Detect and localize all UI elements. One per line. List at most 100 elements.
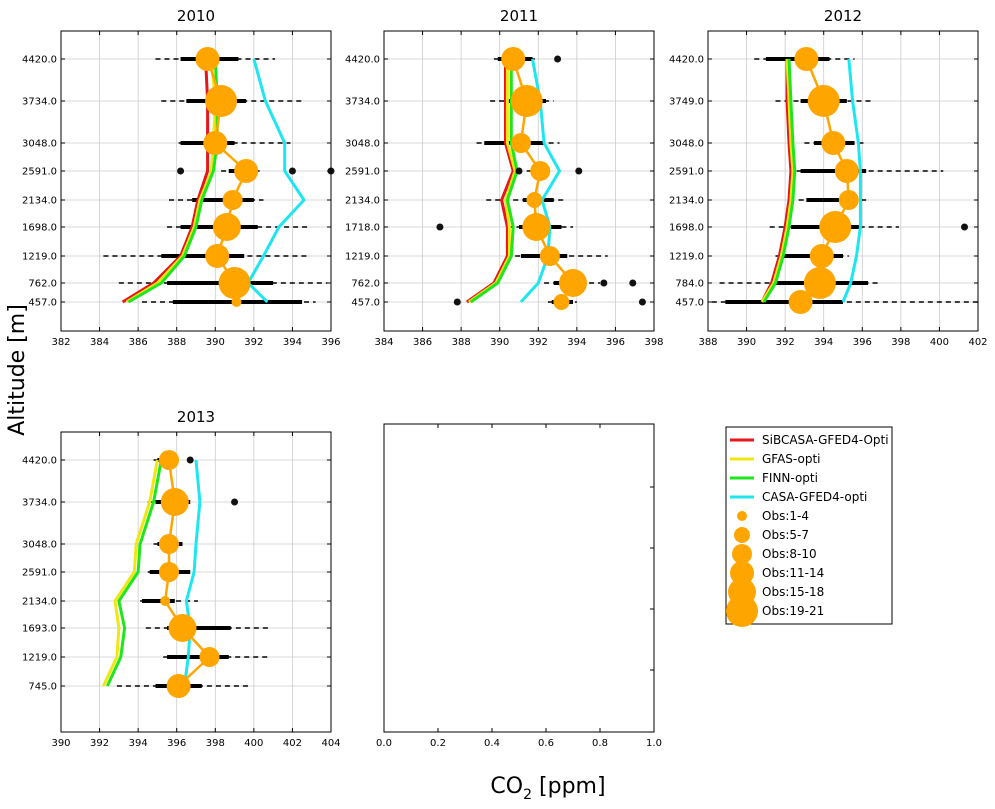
obs-marker bbox=[203, 131, 228, 155]
obs-marker bbox=[159, 562, 179, 582]
obs-marker bbox=[526, 192, 543, 208]
series-line-finn bbox=[469, 59, 519, 304]
legend-label: GFAS-opti bbox=[762, 452, 820, 466]
outlier-point bbox=[554, 55, 562, 63]
x-tick-label: 0.8 bbox=[592, 738, 608, 749]
y-tick-label: 1698.0 bbox=[22, 223, 57, 234]
x-tick-label: 388 bbox=[167, 337, 186, 348]
legend-label: FINN-opti bbox=[762, 471, 818, 485]
obs-marker bbox=[166, 674, 191, 698]
y-tick-label: 2591.0 bbox=[345, 167, 380, 178]
x-tick-label: 396 bbox=[853, 337, 872, 348]
x-tick-label: 390 bbox=[206, 337, 225, 348]
series-line-sibcasa bbox=[760, 59, 793, 303]
panel-2013: 390 392 394 396 398 400 402 404 745.0 1219.0 1693.… bbox=[22, 408, 341, 749]
legend-label: Obs:19-21 bbox=[762, 604, 824, 618]
obs-marker bbox=[205, 85, 238, 117]
obs-marker bbox=[522, 213, 551, 241]
obs-marker bbox=[838, 190, 859, 210]
x-tick-label: 1.0 bbox=[646, 738, 662, 749]
x-tick-label: 392 bbox=[776, 337, 795, 348]
y-tick-label: 4420.0 bbox=[345, 55, 380, 66]
obs-marker bbox=[539, 246, 560, 266]
x-tick-label: 398 bbox=[206, 738, 225, 749]
x-tick-label: 388 bbox=[698, 337, 717, 348]
y-tick-label: 1219.0 bbox=[22, 252, 57, 263]
legend-marker-swatch bbox=[730, 561, 754, 585]
panel-title: 2013 bbox=[177, 408, 215, 426]
y-tick-label: 1219.0 bbox=[22, 653, 57, 664]
y-tick-label: 457.0 bbox=[675, 298, 704, 309]
legend-marker-swatch bbox=[734, 527, 750, 543]
y-tick-label: 2591.0 bbox=[22, 568, 57, 579]
y-tick-label: 2134.0 bbox=[22, 597, 57, 608]
obs-marker bbox=[205, 244, 230, 268]
outlier-point bbox=[638, 298, 646, 306]
y-tick-label: 3048.0 bbox=[345, 139, 380, 150]
legend-label: SiBCASA-GFED4-Opti bbox=[762, 433, 889, 447]
y-tick-label: 3048.0 bbox=[22, 540, 57, 551]
x-tick-label: 402 bbox=[283, 738, 302, 749]
y-tick-label: 2591.0 bbox=[22, 167, 57, 178]
x-tick-label: 390 bbox=[490, 337, 509, 348]
obs-marker bbox=[199, 647, 220, 667]
outlier-point bbox=[288, 167, 296, 175]
outlier-point bbox=[453, 298, 461, 306]
obs-marker bbox=[234, 159, 259, 183]
x-tick-label: 394 bbox=[129, 738, 148, 749]
y-tick-label: 2134.0 bbox=[669, 196, 704, 207]
obs-marker bbox=[809, 244, 834, 268]
y-tick-label: 4420.0 bbox=[22, 55, 57, 66]
axes-frame bbox=[383, 423, 655, 733]
x-tick-label: 396 bbox=[167, 738, 186, 749]
series-line-sibcasa bbox=[466, 59, 515, 304]
x-tick-label: 0.2 bbox=[430, 738, 446, 749]
x-tick-label: 398 bbox=[891, 337, 910, 348]
obs-marker bbox=[788, 290, 813, 314]
y-axis-label: Altitude [m] bbox=[5, 304, 30, 436]
series-line-gfas bbox=[468, 59, 517, 304]
obs-marker bbox=[222, 190, 243, 210]
obs-marker bbox=[195, 47, 220, 71]
y-tick-label: 1718.0 bbox=[345, 223, 380, 234]
axes-frame bbox=[707, 30, 979, 332]
y-tick-label: 1698.0 bbox=[669, 223, 704, 234]
x-tick-label: 386 bbox=[129, 337, 148, 348]
legend-label: Obs:8-10 bbox=[762, 547, 817, 561]
x-tick-label: 402 bbox=[968, 337, 987, 348]
legend-label: Obs:5-7 bbox=[762, 528, 809, 542]
obs-marker bbox=[819, 211, 852, 243]
y-tick-label: 4420.0 bbox=[669, 55, 704, 66]
legend-marker-swatch bbox=[737, 511, 747, 521]
axes-frame bbox=[60, 431, 332, 733]
obs-marker bbox=[553, 294, 570, 310]
x-tick-label: 400 bbox=[244, 738, 263, 749]
obs-marker bbox=[559, 269, 587, 297]
y-tick-label: 3048.0 bbox=[669, 139, 704, 150]
y-tick-label: 457.0 bbox=[351, 298, 380, 309]
x-tick-label: 392 bbox=[529, 337, 548, 348]
panel-title: 2010 bbox=[177, 7, 215, 25]
x-tick-label: 390 bbox=[737, 337, 756, 348]
outlier-point bbox=[575, 167, 583, 175]
x-tick-label: 0.0 bbox=[376, 738, 392, 749]
series-line-sibcasa bbox=[121, 58, 210, 304]
y-tick-label: 745.0 bbox=[28, 682, 57, 693]
obs-marker bbox=[794, 47, 819, 71]
x-tick-label: 388 bbox=[452, 337, 471, 348]
obs-marker bbox=[159, 450, 179, 470]
y-tick-label: 3749.0 bbox=[669, 97, 704, 108]
series-line-finn bbox=[762, 58, 797, 303]
series-line-finn bbox=[105, 459, 163, 687]
y-tick-label: 3048.0 bbox=[22, 139, 57, 150]
series-line-casa bbox=[246, 58, 306, 304]
y-tick-label: 3734.0 bbox=[22, 498, 57, 509]
legend-label: Obs:11-14 bbox=[762, 566, 824, 580]
y-tick-label: 2134.0 bbox=[22, 196, 57, 207]
x-tick-label: 384 bbox=[90, 337, 109, 348]
outlier-point bbox=[436, 223, 444, 231]
legend-marker-swatch bbox=[726, 595, 758, 627]
outlier-point bbox=[629, 279, 637, 287]
legend-label: Obs:15-18 bbox=[762, 585, 824, 599]
x-tick-label: 400 bbox=[930, 337, 949, 348]
